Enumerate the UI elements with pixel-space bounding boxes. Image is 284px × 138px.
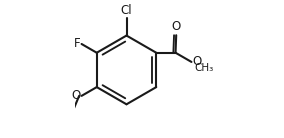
Text: Cl: Cl [121, 4, 132, 17]
Text: O: O [72, 89, 81, 102]
Text: O: O [192, 55, 201, 68]
Text: CH₃: CH₃ [195, 63, 214, 73]
Text: F: F [74, 37, 80, 50]
Text: O: O [172, 20, 181, 33]
